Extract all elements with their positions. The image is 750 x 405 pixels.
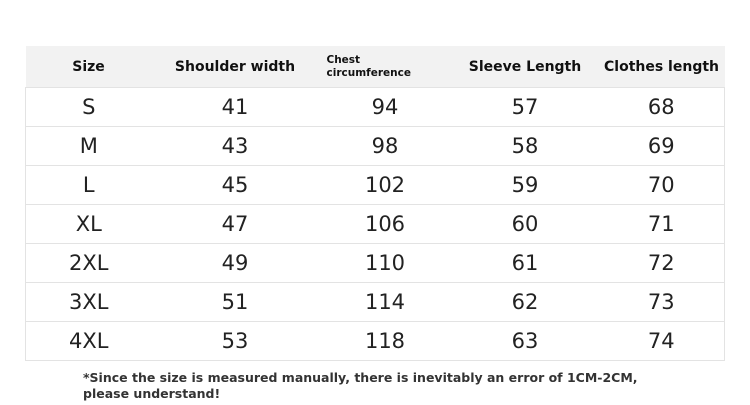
- table-cell: 118: [318, 321, 452, 361]
- table-cell: 94: [318, 87, 452, 127]
- table-row: 2XL 49 110 61 72: [25, 243, 725, 283]
- header-cell: Sleeve Length: [451, 46, 599, 88]
- table-cell: 63: [451, 321, 599, 361]
- table-row: M 43 98 58 69: [25, 126, 725, 166]
- table-body: S 41 94 57 68 M 43 98 58 69 L 45 102 59 70 XL 47 106 60 71 2…: [25, 87, 725, 361]
- table-cell: 114: [318, 282, 452, 322]
- table-cell: 47: [151, 204, 319, 244]
- table-cell: 4XL: [25, 321, 152, 361]
- table-cell: 98: [318, 126, 452, 166]
- table-row: 3XL 51 114 62 73: [25, 282, 725, 322]
- table-cell: 74: [598, 321, 725, 361]
- header-cell: Size: [25, 46, 152, 88]
- table-cell: 106: [318, 204, 452, 244]
- table-cell: 57: [451, 87, 599, 127]
- table-cell: S: [25, 87, 152, 127]
- table-row: L 45 102 59 70: [25, 165, 725, 205]
- table-cell: 70: [598, 165, 725, 205]
- table-cell: L: [25, 165, 152, 205]
- table-cell: XL: [25, 204, 152, 244]
- header-cell: Chest circumference: [318, 46, 452, 88]
- table-cell: 102: [318, 165, 452, 205]
- size-table: Size Shoulder width Chest circumference Sle…: [25, 46, 725, 361]
- table-cell: 61: [451, 243, 599, 283]
- table-cell: 51: [151, 282, 319, 322]
- table-cell: 53: [151, 321, 319, 361]
- table-row: XL 47 106 60 71: [25, 204, 725, 244]
- table-cell: 62: [451, 282, 599, 322]
- table-row: S 41 94 57 68: [25, 87, 725, 127]
- table-cell: 45: [151, 165, 319, 205]
- table-cell: 71: [598, 204, 725, 244]
- header-cell: Clothes length: [598, 46, 725, 88]
- table-cell: 73: [598, 282, 725, 322]
- table-cell: 3XL: [25, 282, 152, 322]
- header-cell: Shoulder width: [151, 46, 319, 88]
- table-cell: 60: [451, 204, 599, 244]
- footnote: *Since the size is measured manually, th…: [83, 370, 638, 401]
- table-head: Size Shoulder width Chest circumference Sle…: [25, 46, 725, 88]
- table-cell: 59: [451, 165, 599, 205]
- table-cell: 72: [598, 243, 725, 283]
- table-row: 4XL 53 118 63 74: [25, 321, 725, 361]
- size-table-wrap: Size Shoulder width Chest circumference Sle…: [25, 46, 725, 361]
- header-text: Chest circumference: [326, 53, 411, 79]
- table-cell: 41: [151, 87, 319, 127]
- table-cell: 58: [451, 126, 599, 166]
- table-cell: 43: [151, 126, 319, 166]
- table-cell: 2XL: [25, 243, 152, 283]
- table-cell: M: [25, 126, 152, 166]
- table-cell: 69: [598, 126, 725, 166]
- table-cell: 110: [318, 243, 452, 283]
- table-cell: 68: [598, 87, 725, 127]
- table-cell: 49: [151, 243, 319, 283]
- header-row: Size Shoulder width Chest circumference Sle…: [25, 46, 725, 88]
